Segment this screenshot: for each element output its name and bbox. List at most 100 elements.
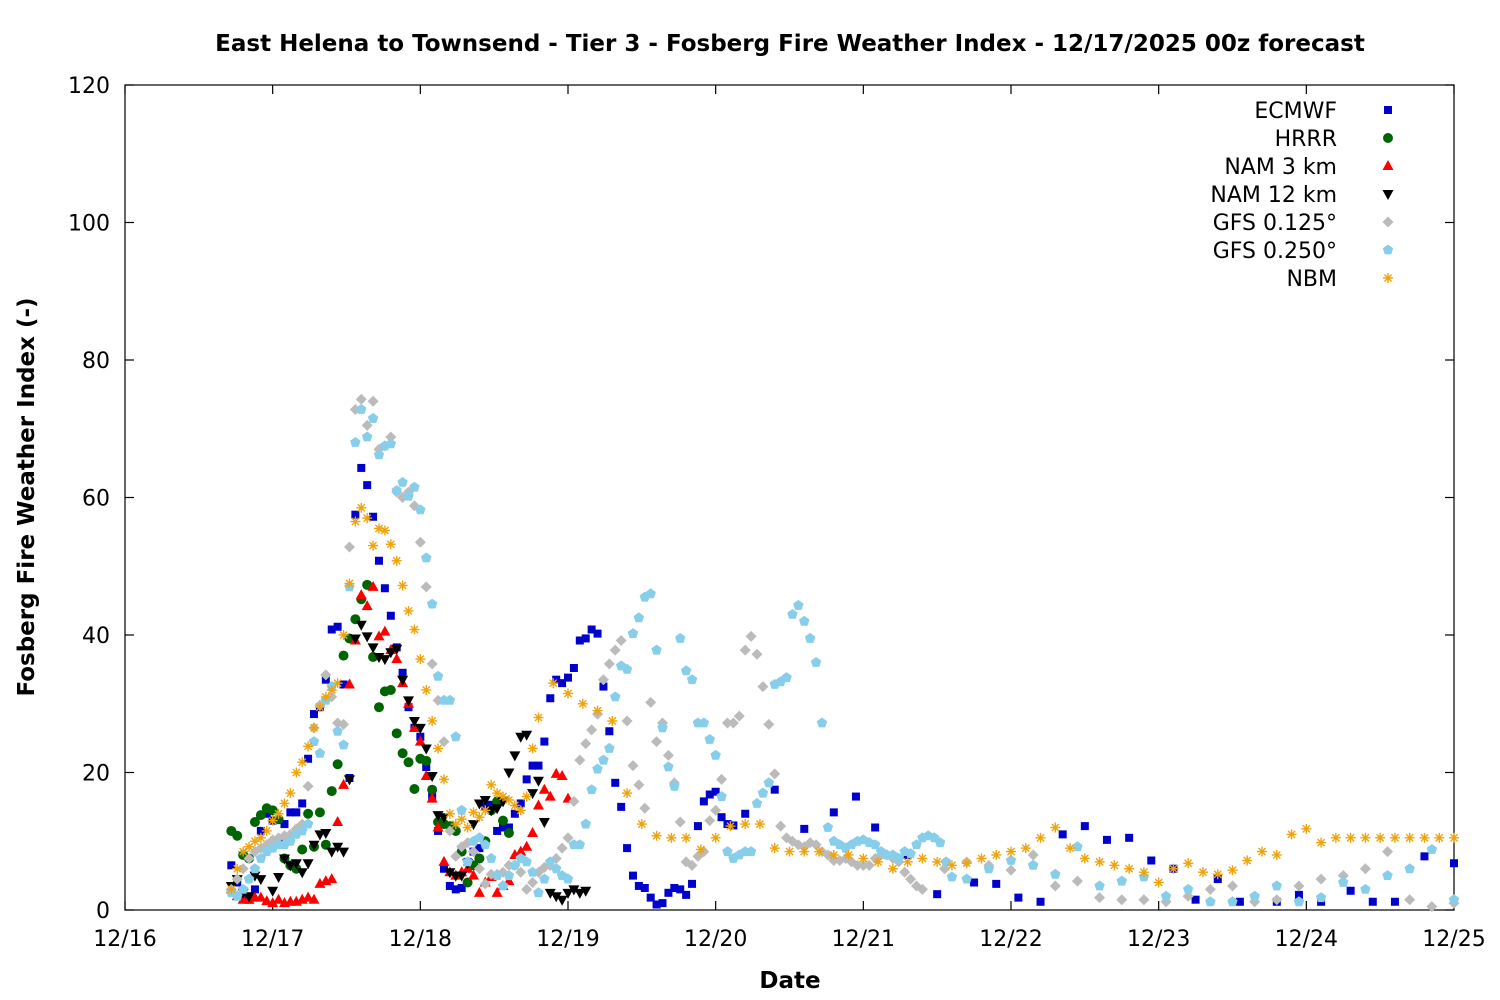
data-point (622, 788, 633, 799)
data-point (380, 584, 389, 593)
data-point (379, 655, 391, 666)
data-point (810, 657, 822, 667)
data-point (398, 668, 407, 677)
data-point (1338, 877, 1349, 887)
data-point (617, 802, 626, 811)
data-point (302, 780, 314, 792)
data-point (652, 900, 661, 909)
data-point (851, 792, 860, 801)
data-point (575, 636, 584, 645)
data-point (1212, 869, 1223, 880)
data-point (373, 702, 384, 713)
data-point (793, 599, 804, 610)
data-point (598, 754, 609, 765)
data-point (1205, 896, 1216, 907)
data-point (1404, 832, 1415, 843)
data-point (587, 625, 596, 634)
data-point (621, 663, 633, 674)
data-point (658, 899, 667, 908)
data-point (1301, 823, 1312, 834)
data-point (238, 846, 249, 857)
data-point (1079, 853, 1090, 864)
data-point (1005, 855, 1017, 865)
data-point (1035, 832, 1046, 843)
x-tick-label: 12/18 (389, 927, 452, 952)
data-point (420, 769, 432, 780)
data-point (548, 678, 559, 689)
x-axis-label: Date (759, 968, 820, 994)
data-point (480, 839, 491, 850)
data-point (676, 885, 685, 894)
data-point (255, 875, 267, 886)
data-point (280, 820, 289, 829)
data-point (474, 812, 485, 823)
data-point (704, 734, 715, 744)
y-tick-label: 120 (68, 74, 110, 99)
data-point (887, 863, 898, 874)
data-point (716, 791, 727, 801)
data-point (255, 832, 266, 843)
data-point (438, 855, 450, 866)
x-tick-label: 12/23 (1127, 927, 1190, 952)
data-point (1293, 880, 1305, 892)
data-point (278, 854, 290, 865)
data-point (627, 760, 639, 772)
data-point (479, 878, 491, 890)
data-point (800, 824, 809, 833)
data-point (1006, 846, 1016, 857)
data-point (745, 846, 757, 856)
data-point (1124, 863, 1135, 874)
legend-label: GFS 0.250° (1213, 239, 1337, 264)
data-point (1227, 880, 1238, 892)
data-point (592, 705, 603, 716)
data-point (297, 757, 308, 768)
data-point (332, 842, 344, 853)
data-point (574, 839, 585, 850)
data-point (544, 888, 556, 899)
data-point (397, 748, 408, 759)
data-point (633, 779, 645, 791)
data-point (509, 800, 520, 811)
data-point (357, 463, 366, 472)
data-point (1346, 886, 1355, 895)
data-point (326, 685, 337, 695)
data-point (492, 788, 503, 799)
data-point (421, 755, 432, 766)
data-point (899, 866, 911, 878)
data-point (580, 886, 592, 897)
data-point (615, 635, 627, 646)
series-gfs-0-125- (225, 393, 1460, 913)
data-point (385, 438, 396, 449)
data-point (303, 741, 314, 752)
data-point (521, 730, 533, 741)
data-point (1345, 832, 1356, 843)
data-point (562, 888, 574, 899)
legend-marker (1383, 133, 1393, 143)
data-point (1420, 852, 1429, 861)
data-point (550, 767, 562, 778)
y-tick-label: 0 (96, 899, 110, 924)
data-point (645, 588, 656, 599)
data-point (243, 852, 255, 864)
data-point (385, 648, 397, 659)
data-point (664, 888, 673, 897)
data-point (556, 842, 568, 854)
data-point (332, 759, 343, 770)
data-point (515, 732, 527, 743)
data-point (1138, 894, 1150, 906)
data-point (367, 412, 379, 423)
data-point (503, 870, 515, 881)
data-point (308, 840, 320, 851)
x-tick-label: 12/16 (93, 927, 156, 952)
data-point (403, 757, 414, 768)
data-point (510, 809, 519, 818)
data-point (261, 825, 272, 836)
data-point (991, 850, 1002, 860)
data-point (332, 816, 344, 826)
data-point (292, 808, 301, 817)
data-point (1449, 832, 1459, 843)
data-point (751, 797, 763, 808)
data-point (503, 768, 515, 779)
data-point (775, 820, 787, 832)
data-point (521, 856, 532, 867)
